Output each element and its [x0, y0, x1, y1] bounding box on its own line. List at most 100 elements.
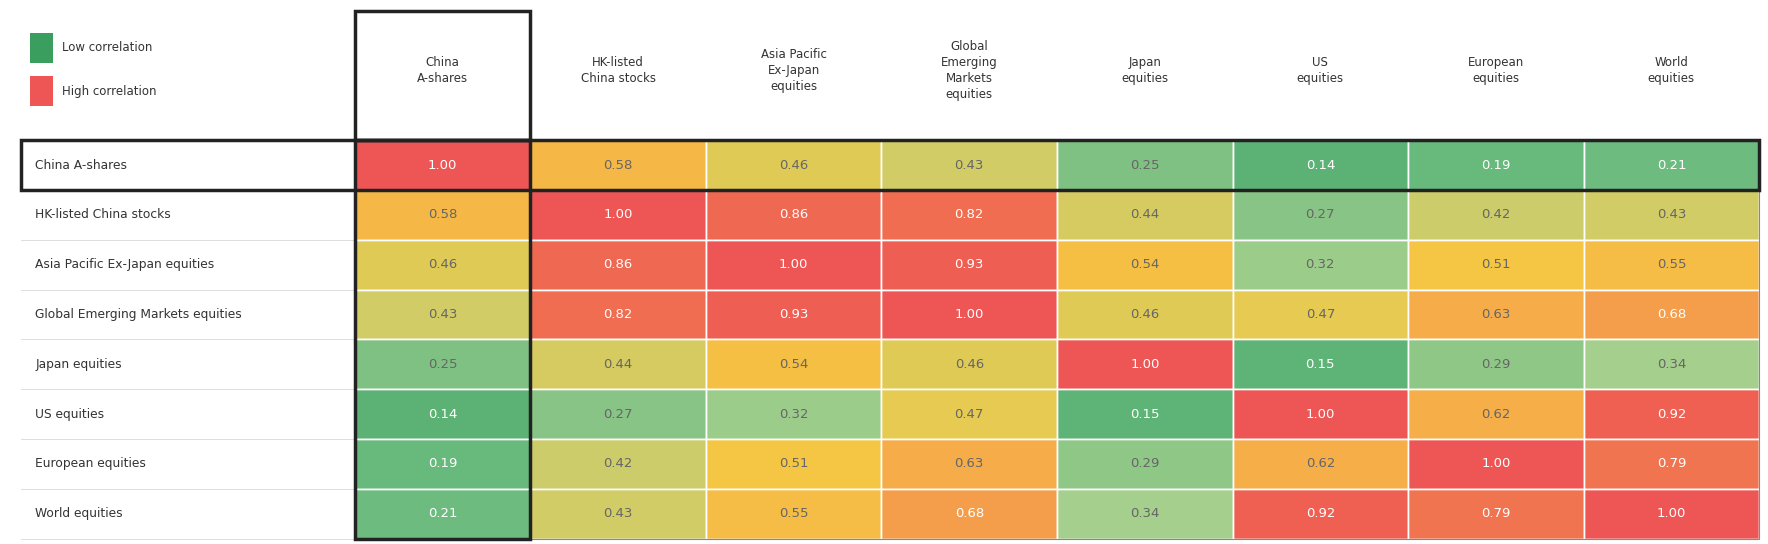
Bar [1407, 489, 1584, 539]
Bar [1232, 240, 1407, 289]
Bar [1057, 389, 1232, 439]
Text: US equities: US equities [35, 407, 104, 421]
Text: 1.00: 1.00 [1482, 458, 1510, 471]
Text: Japan equities: Japan equities [35, 358, 122, 371]
Bar [1057, 289, 1232, 339]
Bar [705, 289, 882, 339]
Bar [355, 339, 530, 389]
Bar [1057, 190, 1232, 240]
Bar [355, 439, 530, 489]
Text: High correlation: High correlation [62, 85, 156, 97]
Text: 0.82: 0.82 [955, 208, 985, 221]
Text: 0.55: 0.55 [780, 507, 808, 520]
Text: Asia Pacific
Ex-Japan
equities: Asia Pacific Ex-Japan equities [760, 47, 827, 92]
Bar [1232, 289, 1407, 339]
Bar [21, 190, 355, 240]
Text: 1.00: 1.00 [1130, 358, 1160, 371]
Text: 0.19: 0.19 [428, 458, 458, 471]
Bar [355, 140, 530, 190]
Text: World
equities: World equities [1648, 55, 1696, 84]
Bar [1584, 439, 1759, 489]
Text: 0.34: 0.34 [1130, 507, 1160, 520]
Text: 0.62: 0.62 [1305, 458, 1335, 471]
Text: 0.29: 0.29 [1130, 458, 1160, 471]
Text: 1.00: 1.00 [603, 208, 633, 221]
Text: 0.44: 0.44 [1130, 208, 1160, 221]
Bar [21, 439, 355, 489]
Text: 0.68: 0.68 [1657, 308, 1687, 321]
Text: 0.14: 0.14 [428, 407, 458, 421]
Bar [1584, 389, 1759, 439]
Text: 0.43: 0.43 [1657, 208, 1687, 221]
Bar [1232, 439, 1407, 489]
Bar [530, 389, 705, 439]
Bar [705, 389, 882, 439]
Bar [705, 339, 882, 389]
Text: 0.32: 0.32 [780, 407, 808, 421]
Bar [1407, 140, 1584, 190]
Text: 0.46: 0.46 [428, 258, 458, 271]
Bar [705, 489, 882, 539]
Text: 0.44: 0.44 [603, 358, 633, 371]
Text: 0.25: 0.25 [428, 358, 458, 371]
Bar [1057, 489, 1232, 539]
Bar [705, 240, 882, 289]
Bar [1232, 339, 1407, 389]
Text: 0.29: 0.29 [1482, 358, 1510, 371]
Bar [530, 489, 705, 539]
Bar [355, 140, 530, 539]
Bar [1232, 140, 1407, 190]
Bar [355, 389, 530, 439]
Text: Asia Pacific Ex-Japan equities: Asia Pacific Ex-Japan equities [35, 258, 214, 271]
Text: 0.55: 0.55 [1657, 258, 1687, 271]
Bar [355, 289, 530, 339]
Bar [1584, 140, 1759, 190]
Bar [355, 11, 530, 140]
Bar [1057, 439, 1232, 489]
Bar [530, 190, 705, 240]
Text: 0.15: 0.15 [1130, 407, 1160, 421]
Text: China
A-shares: China A-shares [417, 55, 469, 84]
Bar [1232, 389, 1407, 439]
Text: 0.46: 0.46 [780, 158, 808, 171]
Text: US
equities: US equities [1296, 55, 1344, 84]
Bar [1584, 240, 1759, 289]
Bar [1407, 389, 1584, 439]
Text: 0.82: 0.82 [603, 308, 633, 321]
Text: Global Emerging Markets equities: Global Emerging Markets equities [35, 308, 242, 321]
Text: 0.68: 0.68 [955, 507, 983, 520]
Text: 0.46: 0.46 [955, 358, 983, 371]
Text: 0.42: 0.42 [603, 458, 633, 471]
Text: Low correlation: Low correlation [62, 41, 152, 54]
Text: 1.00: 1.00 [780, 258, 808, 271]
Bar [882, 489, 1057, 539]
Text: 0.93: 0.93 [955, 258, 985, 271]
Text: World equities: World equities [35, 507, 124, 520]
Bar [21, 240, 355, 289]
Text: 0.51: 0.51 [1482, 258, 1510, 271]
Text: European
equities: European equities [1467, 55, 1524, 84]
Text: 0.79: 0.79 [1482, 507, 1510, 520]
Text: 0.15: 0.15 [1305, 358, 1335, 371]
Text: 0.43: 0.43 [955, 158, 985, 171]
Bar [882, 439, 1057, 489]
Bar [30, 76, 53, 106]
Text: 0.54: 0.54 [780, 358, 808, 371]
Bar [530, 439, 705, 489]
Text: 0.27: 0.27 [603, 407, 633, 421]
Bar [21, 289, 355, 339]
Bar [882, 289, 1057, 339]
Bar [21, 140, 1759, 190]
Text: 0.42: 0.42 [1482, 208, 1510, 221]
Text: HK-listed China stocks: HK-listed China stocks [35, 208, 171, 221]
Text: 0.93: 0.93 [780, 308, 808, 321]
Text: Global
Emerging
Markets
equities: Global Emerging Markets equities [941, 40, 997, 101]
Bar [530, 140, 705, 190]
Text: 0.47: 0.47 [1305, 308, 1335, 321]
Bar [355, 489, 530, 539]
Text: European equities: European equities [35, 458, 147, 471]
Bar [882, 240, 1057, 289]
Text: 0.62: 0.62 [1482, 407, 1510, 421]
Text: 0.34: 0.34 [1657, 358, 1687, 371]
Bar [1057, 339, 1232, 389]
